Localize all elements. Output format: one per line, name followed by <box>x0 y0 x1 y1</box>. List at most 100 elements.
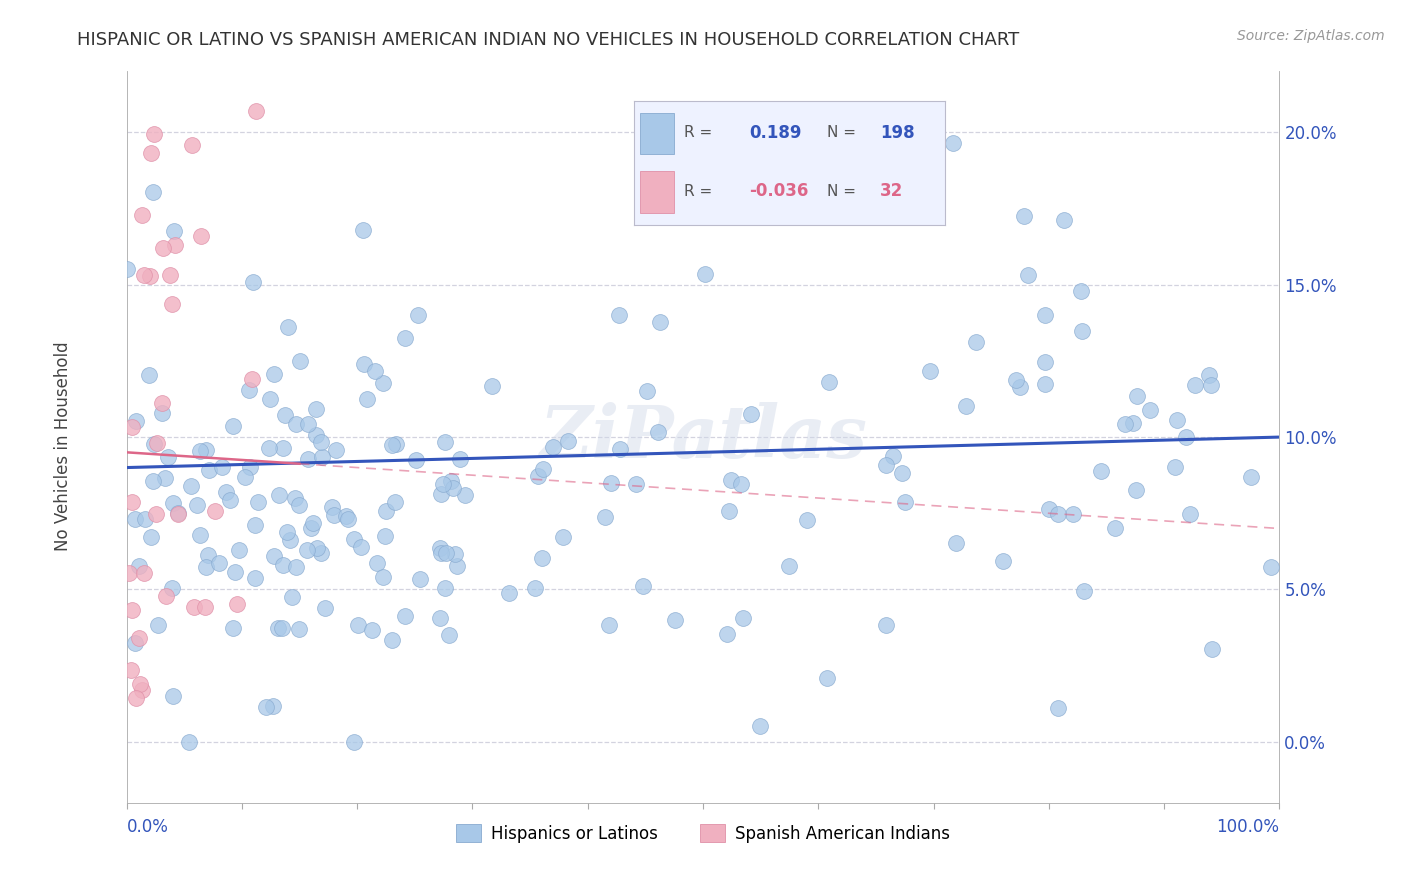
Point <box>271 558 294 573</box>
Point <box>893 495 915 509</box>
Point <box>343 532 366 546</box>
Point <box>271 441 294 455</box>
Point <box>644 153 666 167</box>
Point <box>647 425 669 439</box>
Point <box>160 297 183 311</box>
Point <box>211 460 233 475</box>
Point <box>409 572 432 586</box>
Point <box>1053 212 1076 227</box>
Point <box>242 372 264 386</box>
Point <box>128 558 150 573</box>
Point <box>1104 521 1126 535</box>
Point <box>1240 470 1263 484</box>
Point <box>259 392 281 407</box>
Point <box>1012 209 1035 223</box>
Point <box>942 136 965 151</box>
Point <box>219 493 242 508</box>
Point <box>716 627 738 641</box>
Point <box>1126 389 1149 403</box>
Point <box>325 442 347 457</box>
Point <box>155 471 177 485</box>
Point <box>347 618 370 632</box>
Point <box>145 507 167 521</box>
Point <box>278 533 301 547</box>
Point <box>131 683 153 698</box>
Point <box>197 548 219 562</box>
Point <box>366 556 388 570</box>
Point <box>222 621 245 635</box>
Point <box>305 428 328 442</box>
Point <box>208 557 231 571</box>
Point <box>143 437 166 451</box>
Point <box>121 419 143 434</box>
Point <box>740 407 762 421</box>
Point <box>321 500 343 514</box>
Point <box>284 491 307 505</box>
Point <box>1139 403 1161 417</box>
Point <box>429 541 451 556</box>
Point <box>177 735 200 749</box>
Point <box>307 541 329 555</box>
Point <box>434 546 457 560</box>
Point <box>807 178 830 192</box>
Point <box>1033 308 1056 322</box>
Text: 0.0%: 0.0% <box>127 818 169 836</box>
Point <box>120 663 142 677</box>
Point <box>1073 583 1095 598</box>
Point <box>243 571 266 585</box>
Point <box>1005 373 1028 387</box>
Point <box>384 495 406 509</box>
Point <box>1199 377 1222 392</box>
Point <box>1035 355 1057 369</box>
Point <box>314 600 336 615</box>
Point <box>664 613 686 627</box>
Point <box>254 699 277 714</box>
Point <box>446 558 468 573</box>
Point <box>1166 413 1188 427</box>
Point <box>297 417 319 431</box>
Point <box>309 546 332 560</box>
Point <box>132 268 155 282</box>
Point <box>128 631 150 645</box>
Point <box>394 608 416 623</box>
Point <box>385 437 408 451</box>
Text: No Vehicles in Household: No Vehicles in Household <box>55 341 72 551</box>
Point <box>406 308 429 322</box>
Point <box>183 599 205 614</box>
Point <box>311 450 333 464</box>
Point <box>163 224 186 238</box>
Text: ZiPatlas: ZiPatlas <box>538 401 868 473</box>
Point <box>145 436 167 450</box>
Point <box>125 691 148 706</box>
Point <box>194 599 217 614</box>
Point <box>297 451 319 466</box>
Point <box>1070 324 1092 338</box>
Point <box>1184 378 1206 392</box>
Point <box>693 267 716 281</box>
Point <box>263 549 285 563</box>
Point <box>434 435 457 450</box>
Point <box>242 275 264 289</box>
Point <box>481 379 503 393</box>
Point <box>288 498 311 512</box>
Point <box>142 475 165 489</box>
Point <box>454 488 477 502</box>
Point <box>226 597 249 611</box>
Point <box>138 368 160 383</box>
Point <box>195 443 218 458</box>
Point <box>343 735 366 749</box>
Point <box>557 434 579 448</box>
Point <box>430 546 453 560</box>
Point <box>280 590 302 604</box>
Point <box>186 498 208 512</box>
Point <box>430 487 453 501</box>
Point <box>607 309 630 323</box>
Point <box>796 513 818 527</box>
Point <box>162 689 184 703</box>
Point <box>267 620 290 634</box>
Point <box>1114 417 1136 431</box>
Point <box>955 399 977 413</box>
Point <box>165 238 187 252</box>
Point <box>115 262 138 277</box>
Point <box>160 582 183 596</box>
